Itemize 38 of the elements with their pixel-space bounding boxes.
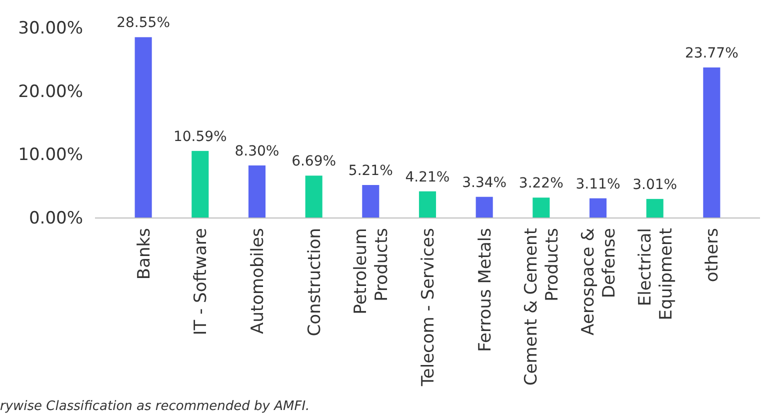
y-tick-label: 30.00%	[18, 18, 83, 38]
x-tick-label: Telecom - Services	[418, 228, 438, 388]
y-tick-label: 0.00%	[28, 208, 83, 228]
bar	[646, 198, 664, 218]
x-tick-label: Cement & Cement Products	[522, 228, 563, 386]
x-tick-label: Aerospace & Defense	[578, 228, 620, 336]
data-label: 3.11%	[576, 176, 620, 192]
data-label: 8.30%	[234, 143, 280, 160]
bar	[476, 196, 493, 218]
x-tick-label: IT - Software	[191, 228, 212, 336]
data-label: 10.59%	[173, 128, 227, 145]
bar	[305, 176, 322, 218]
x-tick-label: Banks	[134, 228, 154, 280]
x-tick-label: Electrical Equipment	[635, 228, 676, 320]
bar	[362, 185, 380, 218]
data-label: 3.22%	[518, 176, 564, 192]
x-tick-label: Automobiles	[248, 228, 268, 334]
x-tick-label: others	[702, 228, 723, 282]
data-label: 4.21%	[405, 169, 450, 186]
bar	[248, 165, 266, 218]
bar	[418, 191, 436, 218]
y-tick-label: 20.00%	[18, 82, 83, 102]
x-tick-label: Ferrous Metals	[475, 228, 496, 352]
bar	[192, 150, 209, 218]
bar	[134, 37, 152, 218]
data-label: 28.55%	[116, 15, 170, 32]
text: rywise Classification as recommended by AMFI.	[0, 399, 310, 414]
data-label: 3.34%	[462, 174, 507, 191]
x-tick-label: Petroleum Products	[351, 228, 392, 314]
data-label: 6.69%	[292, 154, 336, 170]
bar	[532, 198, 550, 218]
x-tick-label: Construction	[304, 228, 325, 336]
data-label: 5.21%	[348, 163, 393, 180]
bar	[703, 67, 720, 218]
y-tick-label: 10.00%	[18, 145, 83, 166]
bar	[589, 198, 607, 218]
data-label: 3.01%	[632, 176, 678, 193]
data-label: 23.77%	[684, 45, 738, 62]
